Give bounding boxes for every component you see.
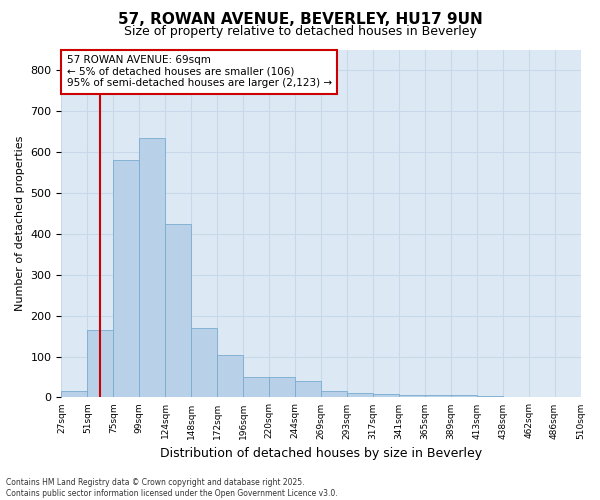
Bar <box>451 396 476 398</box>
Bar <box>191 328 217 398</box>
Bar <box>295 381 321 398</box>
Bar <box>61 392 88 398</box>
Y-axis label: Number of detached properties: Number of detached properties <box>15 136 25 312</box>
Bar <box>269 377 295 398</box>
Bar <box>476 396 503 398</box>
Bar <box>347 394 373 398</box>
Text: Contains HM Land Registry data © Crown copyright and database right 2025.
Contai: Contains HM Land Registry data © Crown c… <box>6 478 338 498</box>
Bar <box>88 330 113 398</box>
Bar <box>373 394 399 398</box>
Bar <box>399 396 425 398</box>
Bar <box>321 392 347 398</box>
X-axis label: Distribution of detached houses by size in Beverley: Distribution of detached houses by size … <box>160 447 482 460</box>
Bar <box>217 354 243 398</box>
Bar <box>503 396 529 398</box>
Text: Size of property relative to detached houses in Beverley: Size of property relative to detached ho… <box>124 25 476 38</box>
Bar <box>113 160 139 398</box>
Bar <box>139 138 165 398</box>
Bar <box>529 396 554 398</box>
Bar <box>243 377 269 398</box>
Bar <box>425 396 451 398</box>
Text: 57, ROWAN AVENUE, BEVERLEY, HU17 9UN: 57, ROWAN AVENUE, BEVERLEY, HU17 9UN <box>118 12 482 28</box>
Text: 57 ROWAN AVENUE: 69sqm
← 5% of detached houses are smaller (106)
95% of semi-det: 57 ROWAN AVENUE: 69sqm ← 5% of detached … <box>67 55 332 88</box>
Bar <box>165 224 191 398</box>
